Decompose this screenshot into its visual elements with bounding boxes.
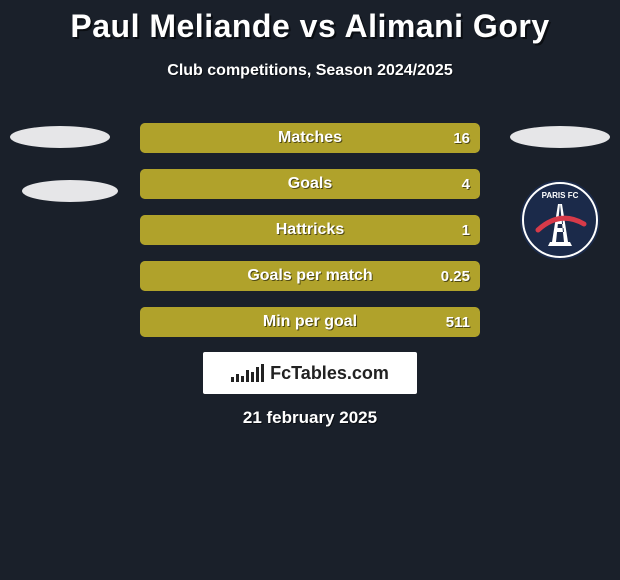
stat-value-right: 511	[446, 307, 470, 337]
stat-label: Goals per match	[140, 261, 480, 291]
stat-label: Matches	[140, 123, 480, 153]
comparison-card: Paul Meliande vs Alimani Gory Club compe…	[0, 0, 620, 580]
fctables-bar	[261, 364, 264, 382]
stat-row: Goals per match0.25	[140, 261, 480, 291]
paris-fc-logo-svg: PARIS FC	[520, 180, 600, 260]
fctables-watermark: FcTables.com	[203, 352, 417, 394]
stat-value-right: 0.25	[441, 261, 470, 291]
fctables-icon	[231, 364, 264, 382]
left-team-badge-1	[10, 126, 110, 148]
stat-label: Min per goal	[140, 307, 480, 337]
stats-container: Matches16 Goals4 Hattricks1 Goals per match…	[140, 123, 480, 353]
page-title: Paul Meliande vs Alimani Gory	[0, 8, 620, 45]
stat-row: Min per goal511	[140, 307, 480, 337]
stat-row: Goals4	[140, 169, 480, 199]
stat-row: Hattricks1	[140, 215, 480, 245]
stat-label: Hattricks	[140, 215, 480, 245]
logo-text: PARIS FC	[542, 191, 579, 200]
date-label: 21 february 2025	[0, 408, 620, 428]
stat-label: Goals	[140, 169, 480, 199]
fctables-bar	[236, 374, 239, 382]
stat-value-right: 4	[462, 169, 470, 199]
subtitle: Club competitions, Season 2024/2025	[0, 62, 620, 80]
fctables-bar	[256, 367, 259, 382]
fctables-bar	[251, 372, 254, 382]
stat-value-right: 16	[453, 123, 470, 153]
stat-row: Matches16	[140, 123, 480, 153]
fctables-label: FcTables.com	[270, 363, 389, 384]
fctables-bar	[241, 376, 244, 382]
left-team-badge-2	[22, 180, 118, 202]
right-club-logo: PARIS FC	[520, 180, 600, 260]
fctables-bar	[231, 377, 234, 382]
stat-value-right: 1	[462, 215, 470, 245]
fctables-bar	[246, 370, 249, 382]
right-team-badge-1	[510, 126, 610, 148]
